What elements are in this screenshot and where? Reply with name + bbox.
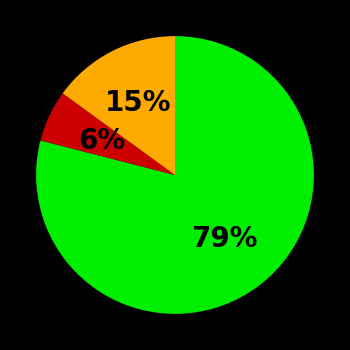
Wedge shape: [63, 36, 175, 175]
Text: 79%: 79%: [191, 225, 258, 253]
Wedge shape: [36, 36, 314, 314]
Text: 15%: 15%: [105, 89, 172, 117]
Text: 6%: 6%: [78, 127, 126, 155]
Wedge shape: [41, 93, 175, 175]
